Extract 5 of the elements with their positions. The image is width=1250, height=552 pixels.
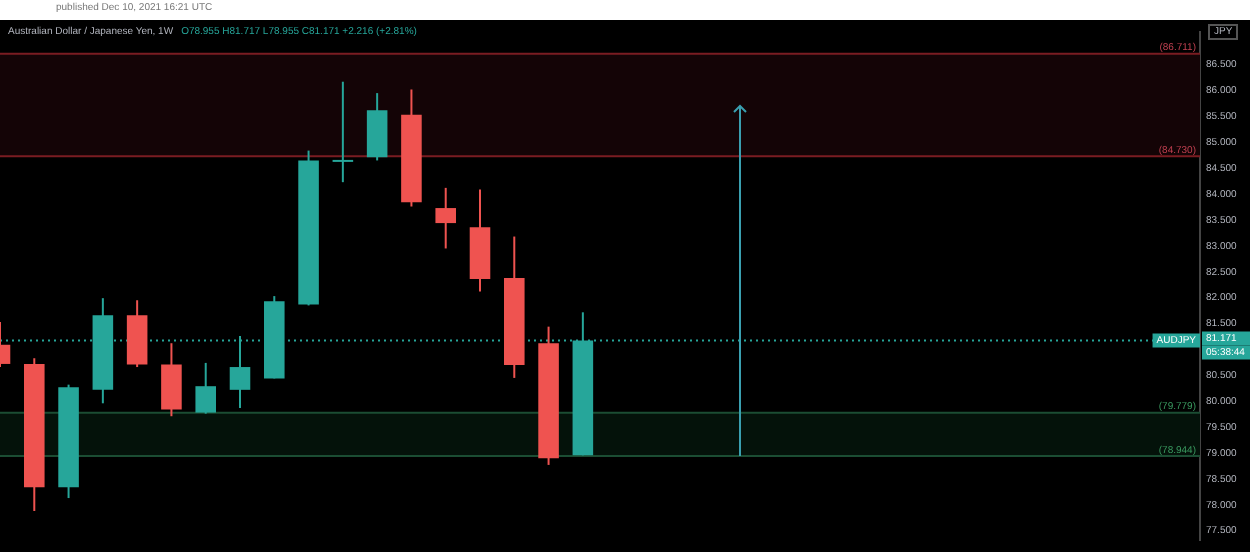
- candlestick: [161, 342, 182, 418]
- candlestick: [366, 92, 388, 162]
- candlestick: [332, 80, 354, 184]
- candlestick: [435, 186, 456, 250]
- candlestick: [195, 361, 216, 415]
